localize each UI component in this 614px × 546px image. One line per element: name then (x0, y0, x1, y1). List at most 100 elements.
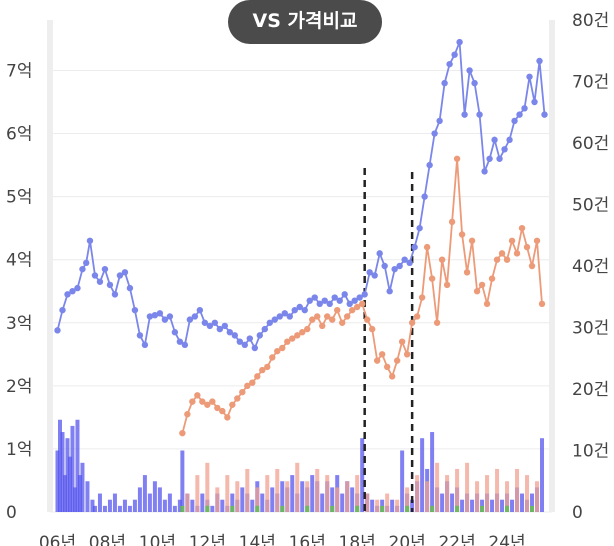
volume-bar-orange (255, 487, 260, 512)
volume-bar-orange (435, 462, 440, 512)
series-point-orange (229, 401, 236, 408)
series-point-orange (503, 256, 511, 263)
series-point-blue (311, 294, 318, 301)
volume-bar-blue (65, 438, 70, 512)
series-point-orange (179, 429, 186, 437)
volume-bar-blue (55, 450, 60, 512)
volume-bar-green (330, 505, 335, 512)
volume-bar-orange (515, 468, 520, 512)
volume-bar-blue (90, 499, 95, 512)
series-point-blue (286, 313, 293, 320)
series-point-blue (526, 73, 533, 80)
series-point-blue (181, 341, 189, 349)
series-point-blue (401, 256, 408, 263)
y-right-tick-label: 80건 (572, 11, 609, 31)
volume-bar-blue (370, 499, 375, 512)
series-point-blue (511, 117, 518, 125)
series-point-blue (236, 338, 244, 345)
series-point-blue (441, 79, 448, 87)
volume-bar-blue (240, 487, 245, 512)
volume-bar-blue (142, 475, 147, 512)
volume-bar-orange (215, 487, 220, 512)
series-point-orange (438, 256, 446, 263)
volume-bar-blue (520, 493, 525, 512)
volume-bar-orange (345, 481, 350, 512)
series-point-orange (199, 398, 206, 405)
y-right-tick-label: 20건 (572, 380, 609, 400)
volume-bar-orange (415, 475, 420, 512)
volume-bar-orange (445, 475, 450, 512)
volume-bar-blue (85, 481, 90, 512)
volume-bar-blue (330, 487, 335, 512)
series-point-blue (531, 98, 538, 106)
series-point-orange (498, 250, 506, 257)
gridlines (50, 69, 552, 513)
series-point-blue (346, 300, 353, 308)
series-point-blue (136, 332, 144, 339)
series-point-blue (366, 269, 373, 276)
series-point-orange (289, 335, 296, 342)
volume-bar-orange (495, 468, 500, 512)
series-point-orange (368, 325, 376, 333)
series-point-blue (396, 262, 403, 270)
series-point-blue (69, 288, 76, 295)
series-point-orange (473, 288, 481, 295)
volume-bar-green (530, 505, 535, 512)
series-point-blue (506, 136, 513, 144)
series-point-blue (476, 111, 483, 118)
volume-bar-orange (225, 475, 230, 512)
series-point-orange (378, 351, 386, 358)
y-left-tick-label: 1억 (6, 440, 32, 460)
volume-bar-green (280, 505, 285, 512)
volume-bar-blue (177, 499, 182, 512)
volume-bar-green (255, 505, 260, 512)
volume-bar-orange (365, 493, 370, 512)
series-point-blue (481, 168, 488, 175)
plot-frame (47, 20, 555, 512)
series-point-blue (466, 67, 473, 74)
volume-bar-orange (295, 462, 300, 512)
series-point-blue (226, 329, 234, 336)
series-point-blue (456, 38, 463, 46)
volume-bar-blue (440, 493, 445, 512)
volume-bar-blue (260, 493, 265, 512)
volume-bar-orange (525, 475, 530, 512)
series-point-orange (259, 366, 266, 374)
series-point-orange (358, 300, 366, 308)
x-tick-label: 08년 (89, 533, 126, 546)
series-point-blue (141, 341, 149, 349)
volume-bar-orange (395, 499, 400, 512)
series-point-orange (523, 243, 531, 251)
x-tick-label: 16년 (289, 533, 326, 546)
series-point-blue (416, 224, 423, 232)
series-point-orange (508, 237, 516, 244)
volume-bar-blue (430, 432, 435, 512)
volume-bar-green (430, 505, 435, 512)
series-point-orange (388, 373, 396, 380)
series-point-orange (528, 262, 536, 270)
volume-bars (55, 419, 545, 512)
x-tick-label: 18년 (339, 533, 376, 546)
series-point-orange (398, 338, 406, 345)
volume-bar-blue (152, 481, 157, 512)
series-point-blue (54, 327, 61, 334)
y-left-tick-label: 2억 (6, 377, 32, 397)
volume-bar-orange (425, 481, 430, 512)
volume-bar-blue (70, 425, 75, 512)
series-point-blue (331, 294, 338, 301)
volume-bar-green (455, 505, 460, 512)
series-point-blue (221, 322, 229, 330)
volume-bar-blue (132, 499, 137, 512)
y-left-tick-label: 3억 (6, 314, 32, 334)
volume-bar-blue (510, 499, 515, 512)
series-point-blue (326, 300, 333, 308)
y-left-tick-label: 6억 (6, 125, 32, 145)
x-axis: 06년 08년 10년 12년 14년 16년 18년 20년 22년 24년 (39, 533, 526, 546)
volume-bar-blue (300, 481, 305, 512)
series-point-orange (279, 344, 286, 352)
series-point-blue (251, 344, 258, 352)
volume-bar-blue (60, 432, 65, 512)
title-pill: VS 가격비교 (228, 0, 382, 44)
series-point-orange (428, 275, 436, 282)
